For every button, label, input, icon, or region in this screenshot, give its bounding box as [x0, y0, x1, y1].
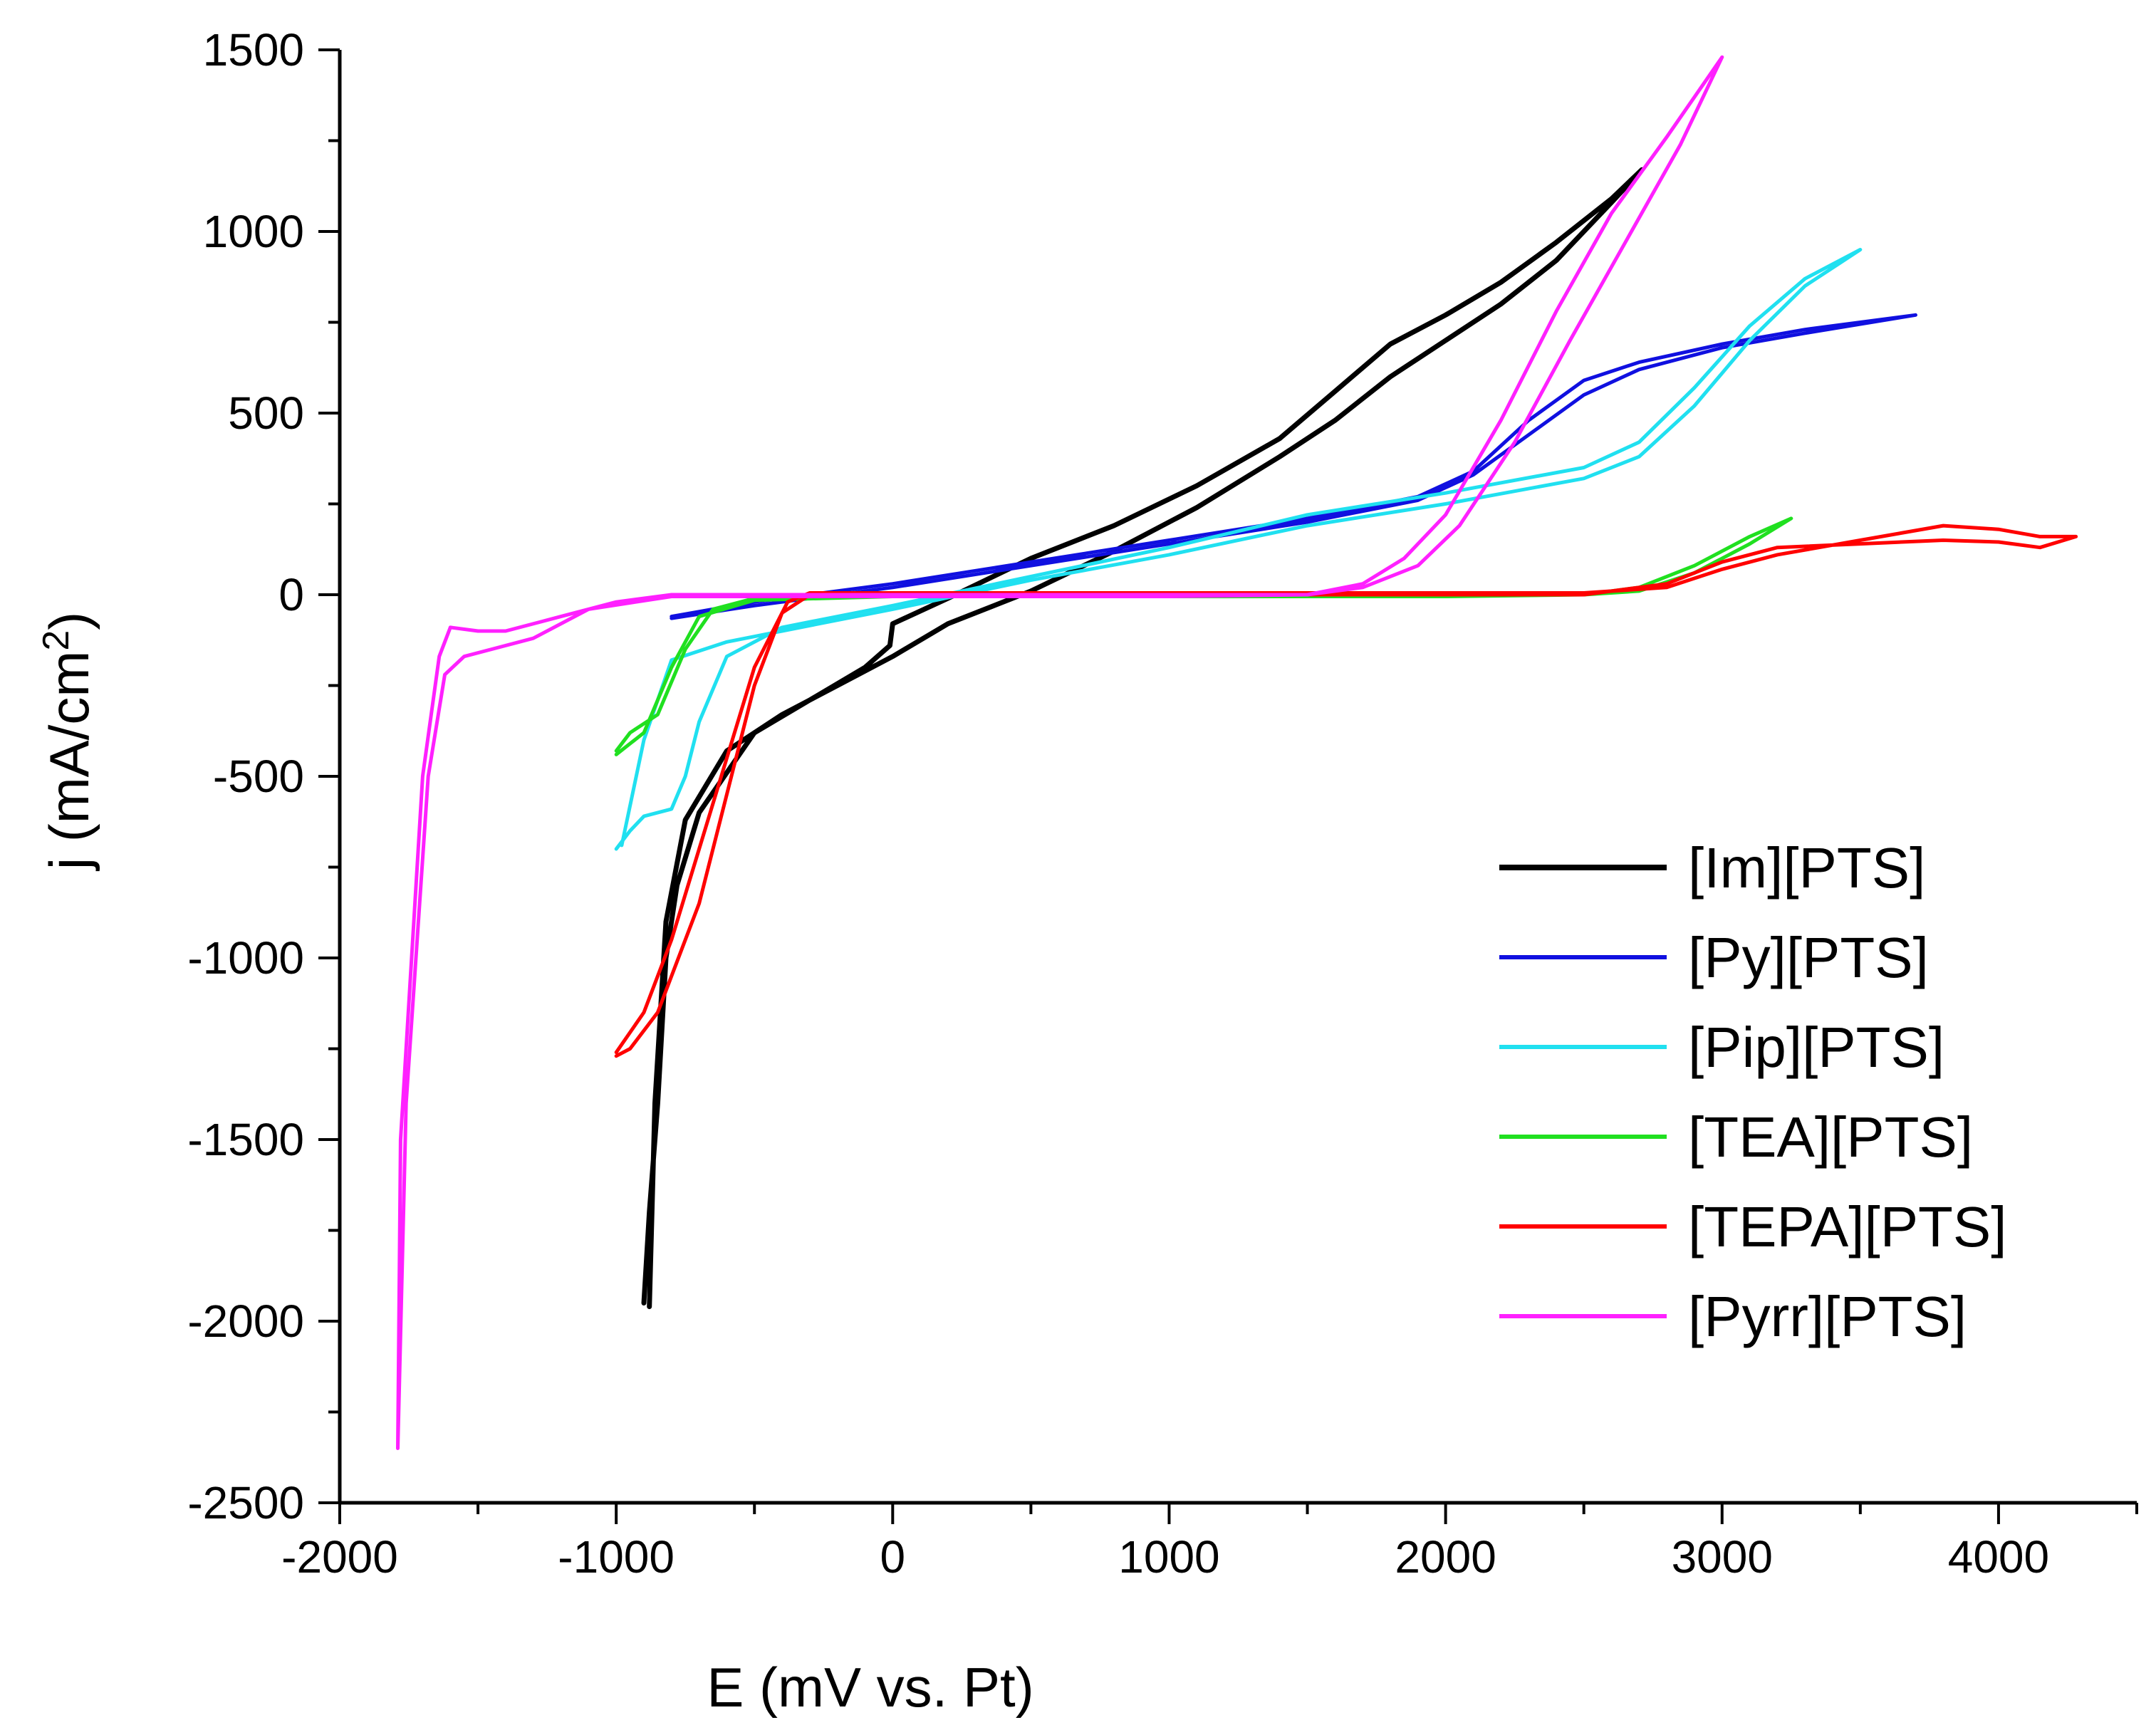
plot-lines: [396, 55, 2078, 1450]
series-line-0: [641, 167, 1645, 1310]
x-tick-label: -2000: [281, 1531, 398, 1583]
legend-label-2: [Pip][PTS]: [1688, 1016, 1944, 1079]
legend-label-3: [TEA][PTS]: [1688, 1105, 1973, 1169]
y-tick-label: -1000: [187, 932, 304, 984]
y-tick-label: 1000: [203, 206, 304, 257]
legend-label-0: [Im][PTS]: [1688, 836, 1925, 900]
series-line-4: [614, 523, 2078, 1058]
y-axis-title-sup: 2: [36, 630, 77, 651]
y-axis-title: j (mA/cm2): [36, 612, 100, 872]
x-tick-label: -1000: [558, 1531, 675, 1583]
y-axis-title-end: ): [38, 612, 100, 630]
x-tick-label: 0: [880, 1531, 906, 1583]
x-tick-label: 3000: [1672, 1531, 1773, 1583]
series-line-3: [614, 516, 1793, 756]
legend: [Im][PTS] [Py][PTS] [Pip][PTS] [TEA][PTS] [T…: [1499, 836, 2007, 1348]
x-tick-label: 2000: [1395, 1531, 1496, 1583]
x-axis-title: E (mV vs. Pt): [707, 1656, 1033, 1719]
ticks: -2000 -1000 0 1000 2000 3000 4000-2500-2000-15…: [187, 24, 2138, 1583]
y-tick-label: -1500: [187, 1114, 304, 1165]
x-tick-label: 4000: [1948, 1531, 2049, 1583]
y-tick-label: -2500: [187, 1477, 304, 1528]
y-axis-title-main: j (mA/cm: [38, 651, 100, 872]
series-line-5: [396, 55, 1724, 1450]
y-tick-label: -2000: [187, 1296, 304, 1347]
y-tick-label: 1500: [203, 24, 304, 75]
legend-label-4: [TEPA][PTS]: [1688, 1195, 2007, 1258]
x-tick-label: 1000: [1118, 1531, 1219, 1583]
legend-label-5: [Pyrr][PTS]: [1688, 1285, 1967, 1348]
y-tick-label: 0: [278, 569, 304, 620]
legend-label-1: [Py][PTS]: [1688, 926, 1929, 989]
y-tick-label: -500: [213, 751, 304, 802]
y-tick-label: 500: [228, 387, 304, 439]
series-line-2: [614, 248, 1863, 851]
series-line-1: [670, 313, 1917, 620]
